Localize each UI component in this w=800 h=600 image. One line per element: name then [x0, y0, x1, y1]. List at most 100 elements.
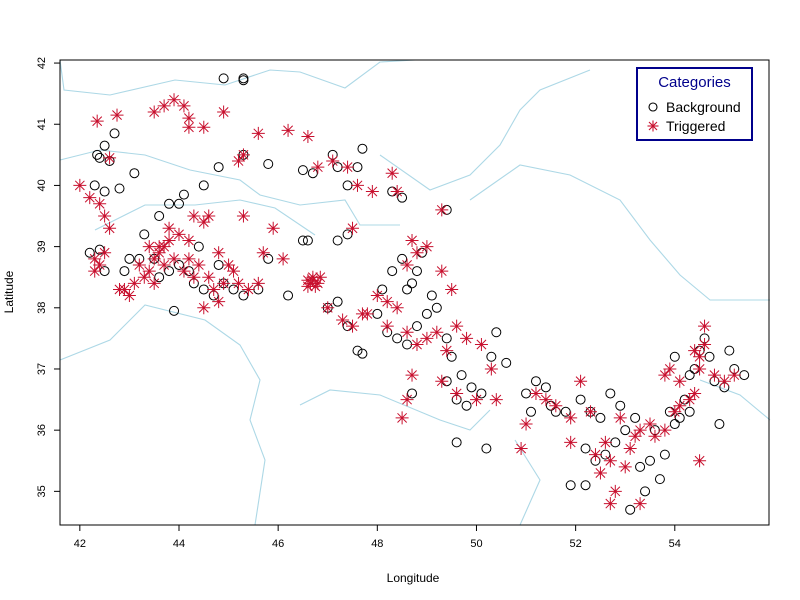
triggered-point [98, 209, 112, 223]
triggered-point [301, 279, 315, 293]
triggered-point [593, 466, 607, 480]
background-point [431, 302, 442, 313]
background-point [119, 266, 130, 277]
triggered-point [313, 270, 327, 284]
background-point [164, 266, 175, 277]
background-point [99, 266, 110, 277]
background-point [630, 412, 641, 423]
background-point [178, 189, 189, 200]
background-point [451, 437, 462, 448]
triggered-point [281, 123, 295, 137]
background-point [654, 474, 665, 485]
triggered-point [668, 405, 682, 419]
background-point [129, 168, 140, 179]
triggered-point [122, 289, 136, 303]
legend: Categories Background Triggered [636, 67, 753, 141]
triggered-point [172, 227, 186, 241]
background-point [640, 486, 651, 497]
background-point [164, 198, 175, 209]
coastline-south-a [59, 304, 266, 526]
background-point [684, 406, 695, 417]
triggered-point [147, 252, 161, 266]
background-point [92, 149, 103, 160]
background-point [154, 211, 165, 222]
background-point [580, 443, 591, 454]
triggered-point [112, 282, 126, 296]
triggered-point [574, 374, 588, 388]
triggered-point [400, 325, 414, 339]
series-triggered [73, 93, 741, 511]
triggered-point [400, 393, 414, 407]
y-tick-label: 41 [36, 118, 48, 130]
background-point [600, 449, 611, 460]
triggered-point [489, 393, 503, 407]
triggered-point [127, 276, 141, 290]
background-point [392, 333, 403, 344]
background-point [332, 296, 343, 307]
background-point [595, 412, 606, 423]
triggered-point [177, 99, 191, 113]
background-point [411, 266, 422, 277]
triggered-point [346, 221, 360, 235]
triggered-point [311, 160, 325, 174]
triggered-point [227, 264, 241, 278]
triggered-point [90, 114, 104, 128]
background-point [466, 382, 477, 393]
triggered-point [251, 126, 265, 140]
triggered-point [321, 301, 335, 315]
background-point [605, 388, 616, 399]
triggered-point [308, 279, 322, 293]
background-point [173, 259, 184, 270]
legend-label-background: Background [666, 99, 741, 115]
background-point [526, 406, 537, 417]
background-point [283, 290, 294, 301]
triggered-point [683, 393, 697, 407]
triggered-point [157, 258, 171, 272]
background-point [461, 400, 472, 411]
triggered-point [564, 435, 578, 449]
background-point [109, 128, 120, 139]
background-point [198, 284, 209, 295]
background-point [704, 351, 715, 362]
coastline-layer [59, 59, 771, 526]
triggered-point [137, 270, 151, 284]
legend-title: Categories [658, 74, 731, 91]
triggered-point [469, 393, 483, 407]
legend-item-triggered: Triggered [646, 117, 725, 135]
triggered-point [693, 454, 707, 468]
triggered-point [103, 221, 117, 235]
background-point [426, 290, 437, 301]
y-tick-label: 38 [36, 302, 48, 314]
background-point [377, 284, 388, 295]
x-axis-title: Longitude [387, 571, 440, 585]
triggered-point [400, 258, 414, 272]
background-point [169, 305, 180, 316]
triggered-point [460, 331, 474, 345]
triggered-point [539, 393, 553, 407]
triggered-point [266, 221, 280, 235]
triggered-point [628, 429, 642, 443]
triggered-point [231, 154, 245, 168]
triggered-point [187, 209, 201, 223]
triggered-point [217, 276, 231, 290]
triggered-point [197, 120, 211, 134]
background-point [407, 388, 418, 399]
triggered-point [698, 338, 712, 352]
triggered-point [236, 209, 250, 223]
triggered-point [549, 399, 563, 413]
triggered-point [350, 178, 364, 192]
triggered-point [177, 264, 191, 278]
triggered-point [212, 246, 226, 260]
background-point [565, 480, 576, 491]
y-axis-title: Latitude [2, 270, 16, 313]
triggered-point [182, 120, 196, 134]
data-points [73, 73, 750, 515]
triggered-point [142, 240, 156, 254]
background-point [530, 376, 541, 387]
triggered-point [693, 350, 707, 364]
triggered-point [658, 423, 672, 437]
background-point [397, 253, 408, 264]
background-point [193, 241, 204, 252]
background-point [154, 272, 165, 283]
triggered-point [663, 362, 677, 376]
